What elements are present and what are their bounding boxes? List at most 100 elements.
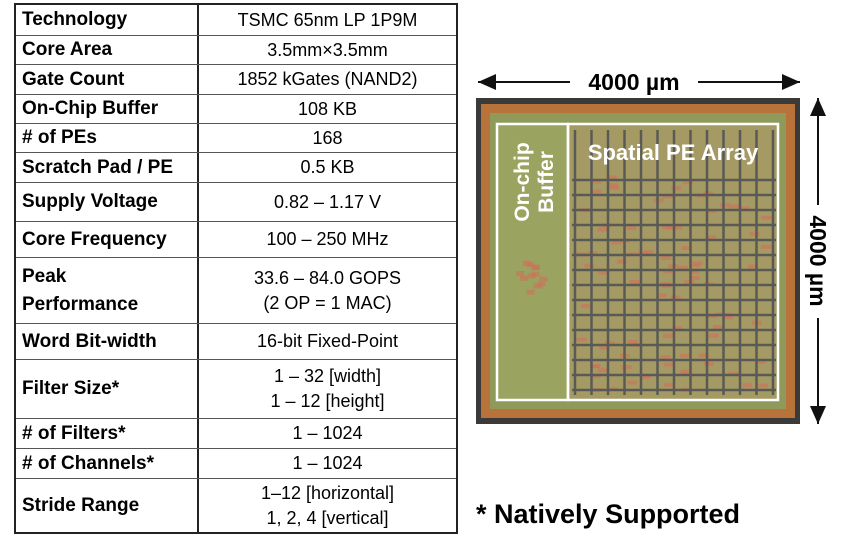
label-line: # of PEs: [22, 127, 97, 148]
logic-patch: [719, 203, 730, 208]
logic-patch: [663, 333, 674, 338]
row-label: # of Filters*: [16, 419, 199, 448]
row-label: # of Channels*: [16, 449, 199, 478]
table-row: Core Area 3.5mm×3.5mm: [16, 35, 456, 64]
row-value: 3.5mm×3.5mm: [199, 36, 456, 64]
array-outline: [566, 122, 780, 402]
table-row: Word Bit-width 16-bit Fixed-Point: [16, 323, 456, 359]
logic-patch: [672, 326, 683, 331]
buffer-label: On-chipBuffer: [511, 142, 558, 221]
logic-patch: [739, 206, 750, 211]
label-line: Peak: [22, 265, 67, 287]
value-line: 0.82 – 1.17 V: [273, 191, 382, 212]
label-line: Technology: [22, 9, 128, 30]
logic-patch: [758, 383, 769, 388]
logic-patch: [599, 345, 610, 350]
value-line: TSMC 65nm LP 1P9M: [237, 9, 418, 30]
logic-patch: [643, 250, 654, 255]
logic-patch: [522, 260, 531, 266]
value-line: 1, 2, 4 [vertical]: [266, 507, 389, 528]
logic-patch: [671, 186, 682, 191]
logic-patch: [680, 369, 691, 374]
logic-patch: [627, 380, 638, 385]
row-value: 1852 kGates (NAND2): [199, 65, 456, 94]
label-line: Performance: [22, 293, 139, 315]
logic-patch: [703, 361, 714, 366]
value-line: 1852 kGates (NAND2): [237, 69, 418, 89]
row-value: 108 KB: [199, 95, 456, 123]
label-line: Filter Size*: [22, 378, 120, 399]
label-line: Gate Count: [22, 68, 125, 90]
logic-patch: [749, 231, 760, 236]
table-row: Technology TSMC 65nm LP 1P9M: [16, 5, 456, 35]
row-value: 0.5 KB: [199, 153, 456, 182]
logic-patch: [761, 244, 772, 249]
row-label: Supply Voltage: [16, 183, 199, 221]
value-line: 108 KB: [297, 98, 358, 119]
logic-patch: [520, 275, 529, 281]
logic-patch: [604, 341, 615, 346]
label-line: On-Chip Buffer: [22, 98, 159, 119]
logic-patch: [591, 189, 602, 194]
value-line: 1–12 [horizontal]: [260, 482, 395, 503]
array-label: Spatial PE Array: [588, 140, 759, 165]
logic-patch: [712, 325, 723, 330]
logic-patch: [621, 365, 632, 370]
logic-patch: [516, 271, 525, 277]
label-line: # of Filters*: [22, 422, 126, 444]
row-value: 168: [199, 124, 456, 152]
label-line: Core Frequency: [22, 228, 167, 250]
logic-patch: [663, 362, 674, 367]
height-label: 4000 µm: [805, 215, 831, 306]
row-label: Stride Range: [16, 479, 199, 532]
logic-patch: [539, 276, 548, 282]
logic-patch: [629, 279, 640, 284]
value-line: 100 – 250 MHz: [266, 229, 389, 249]
row-label: On-Chip Buffer: [16, 95, 199, 123]
logic-patch: [662, 194, 673, 199]
label-line: Scratch Pad / PE: [22, 156, 174, 178]
logic-patch: [616, 259, 627, 264]
row-value: TSMC 65nm LP 1P9M: [199, 5, 456, 35]
row-value: 1–12 [horizontal] 1, 2, 4 [vertical]: [199, 479, 456, 532]
value-line: (2 OP = 1 MAC): [263, 292, 392, 313]
logic-patch: [728, 371, 739, 376]
table-row: Core Frequency 100 – 250 MHz: [16, 221, 456, 257]
value-line: 168: [312, 127, 343, 148]
logic-patch: [755, 359, 766, 364]
logic-patch: [679, 353, 690, 358]
row-label: Core Area: [16, 36, 199, 64]
logic-patch: [640, 375, 651, 380]
logic-patch: [531, 265, 540, 271]
logic-patch: [598, 270, 609, 275]
logic-patch: [526, 289, 535, 295]
table-row: # of Filters* 1 – 1024: [16, 418, 456, 448]
spec-table: Technology TSMC 65nm LP 1P9M Core Area 3.5m…: [14, 3, 458, 534]
logic-patch: [597, 227, 608, 232]
row-label: # of PEs: [16, 124, 199, 152]
logic-patch: [537, 281, 546, 287]
table-row: # of Channels* 1 – 1024: [16, 448, 456, 478]
row-value: 1 – 32 [width] 1 – 12 [height]: [199, 360, 456, 418]
logic-patch: [672, 225, 683, 230]
logic-patch: [747, 264, 758, 269]
logic-patch: [708, 333, 719, 338]
table-row: # of PEs 168: [16, 123, 456, 152]
table-row: Supply Voltage 0.82 – 1.17 V: [16, 182, 456, 221]
logic-patch: [664, 382, 675, 387]
label-line: # of Channels*: [22, 452, 154, 474]
logic-patch: [662, 269, 673, 274]
logic-patch: [609, 185, 620, 190]
logic-patch: [611, 240, 622, 245]
logic-patch: [627, 339, 638, 344]
value-line: 1 – 1024: [292, 423, 363, 443]
logic-patch: [761, 215, 772, 220]
logic-patch: [666, 225, 677, 230]
logic-patch: [590, 179, 601, 184]
row-label: Filter Size*: [16, 360, 199, 418]
logic-patch: [698, 353, 709, 358]
logic-patch: [527, 273, 536, 279]
value-line: 1 – 12 [height]: [270, 391, 385, 411]
